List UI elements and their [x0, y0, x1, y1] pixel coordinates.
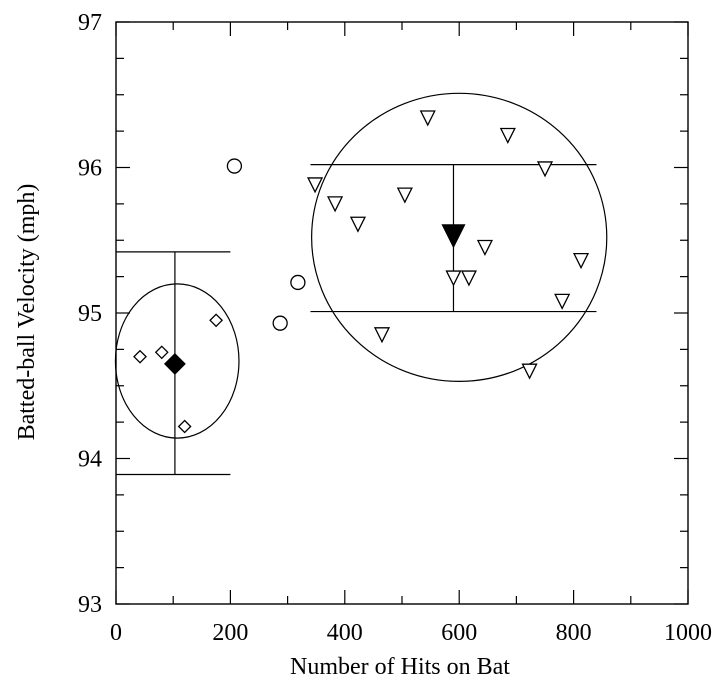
data-point-circle-open: [290, 274, 306, 291]
data-point-triangle-down-open: [460, 270, 477, 287]
group-ellipses: [114, 92, 608, 439]
y-axis-label: Batted-ball Velocity (mph): [14, 184, 40, 441]
data-point-triangle-down-open: [554, 293, 571, 310]
data-point-triangle-down-open: [396, 187, 413, 204]
data-point-triangle-down-open: [419, 110, 436, 127]
data-point-triangle-down-open: [572, 252, 590, 270]
data-point-diamond-open: [154, 345, 169, 360]
data-point-triangle-down-open: [445, 270, 462, 287]
x-tick-label: 200: [212, 620, 248, 646]
y-tick-label: 93: [78, 592, 102, 618]
data-point-triangle-down-open: [499, 127, 516, 144]
y-tick-label: 97: [78, 10, 102, 36]
group-ellipse: [114, 283, 240, 439]
data-point-triangle-down-open: [476, 239, 493, 256]
y-tick-label: 96: [78, 156, 102, 182]
axis-ticks: [115, 21, 689, 605]
x-tick-label: 0: [110, 620, 122, 646]
tick-labels: 0 200 400 600 800 1000 93 94 95 96 97: [78, 10, 712, 646]
data-point-circle-open: [226, 158, 243, 174]
data-point-triangle-down-open: [536, 161, 554, 178]
data-points: [133, 110, 590, 434]
data-point-circle-open: [272, 315, 288, 331]
plot-frame: [115, 21, 689, 605]
x-tick-label: 1000: [664, 620, 712, 646]
x-axis-label: Number of Hits on Bat: [290, 654, 510, 680]
x-tick-label: 400: [327, 620, 363, 646]
y-tick-label: 95: [78, 301, 102, 327]
data-point-triangle-down-open: [349, 216, 367, 233]
plot-border: [115, 21, 689, 605]
mean-point-triangle-down-filled: [441, 224, 466, 249]
y-tick-label: 94: [78, 447, 102, 473]
data-point-diamond-open: [209, 313, 224, 328]
x-tick-label: 800: [556, 620, 592, 646]
data-point-diamond-open: [177, 419, 192, 434]
group-ellipse: [311, 92, 608, 382]
mean-point-diamond-filled: [163, 353, 186, 375]
data-point-triangle-down-open: [521, 363, 538, 380]
data-point-diamond-open: [133, 349, 147, 364]
data-point-triangle-down-open: [327, 196, 344, 213]
data-point-triangle-down-open: [307, 177, 324, 194]
x-tick-label: 600: [441, 620, 477, 646]
data-point-triangle-down-open: [373, 327, 391, 344]
